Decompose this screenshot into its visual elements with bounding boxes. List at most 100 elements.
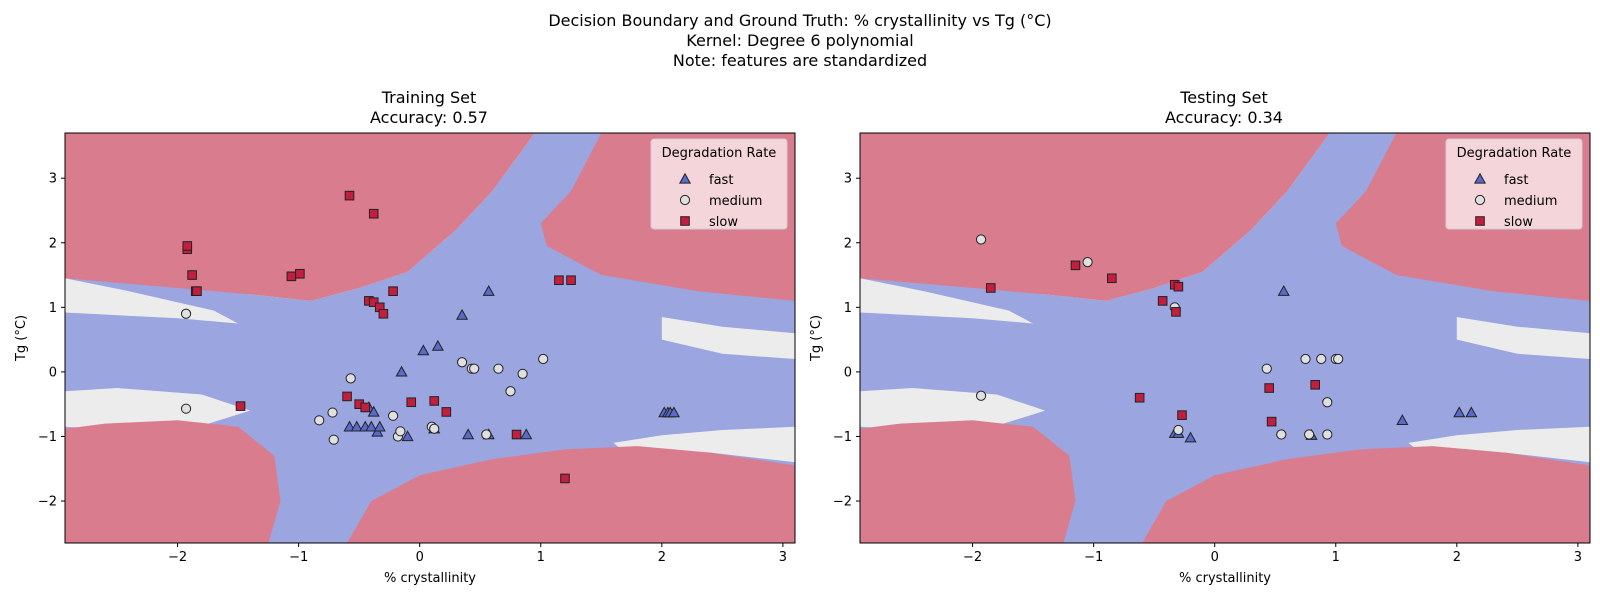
legend-medium-marker (1474, 194, 1486, 206)
training-x-axis-label: % crystallinity (384, 571, 476, 586)
y-tick-label: 3 (844, 172, 852, 187)
point-slow (286, 271, 297, 282)
testing-x-axis-label: % crystallinity (1179, 571, 1271, 586)
point-fast (1277, 284, 1290, 296)
region-slow-top-left (860, 133, 1330, 301)
y-tick-label: −2 (38, 495, 57, 510)
point-medium (387, 410, 399, 421)
region-medium-right-lower (613, 426, 795, 463)
point-medium (469, 363, 480, 374)
legend-box (650, 138, 788, 230)
y-tick-label: 2 (844, 236, 852, 251)
testing-panel: Testing Set Accuracy: 0.34 −2 −1 0 1 2 3 −2 −1 0… (809, 88, 1591, 586)
point-fast (395, 365, 408, 377)
point-slow (1173, 281, 1184, 292)
training-accuracy: Accuracy: 0.57 (370, 108, 488, 127)
point-medium (1300, 353, 1311, 365)
point-medium (1082, 257, 1093, 268)
point-fast (343, 420, 356, 432)
y-tick-label: −2 (833, 495, 852, 510)
point-medium (429, 423, 440, 434)
point-slow (388, 286, 398, 296)
region-medium-left-upper (860, 278, 1034, 324)
point-medium (314, 415, 325, 426)
region-medium-right-upper (661, 317, 795, 359)
point-slow (1171, 307, 1181, 317)
legend-slow-label: slow (709, 215, 738, 230)
point-fast (1396, 414, 1409, 425)
x-tick-label: 2 (658, 550, 666, 565)
testing-accuracy: Accuracy: 0.34 (1165, 108, 1283, 127)
point-slow (368, 297, 379, 307)
x-tick-label: −1 (1084, 550, 1103, 565)
point-slow (295, 268, 305, 279)
point-medium (1173, 424, 1184, 436)
region-slow-bottom-right (347, 446, 795, 543)
point-medium (505, 386, 516, 397)
x-tick-label: 0 (416, 550, 424, 565)
point-slow (378, 308, 389, 319)
training-panel: Training Set Accuracy: 0.57 −2 −1 0 1 2 3 −2 −1… (14, 88, 796, 586)
point-slow (554, 275, 564, 286)
point-fast (1465, 406, 1478, 418)
point-fast (373, 420, 386, 432)
legend-slow-marker (1475, 216, 1485, 226)
region-slow-bottom-left (860, 420, 1076, 543)
point-slow (1157, 296, 1168, 306)
point-fast (520, 428, 533, 440)
legend-fast-label: fast (1504, 173, 1528, 188)
testing-legend: Degradation Rate fast medium slow (1445, 138, 1583, 230)
training-ticks: −2 −1 0 1 2 3 −2 −1 0 1 2 3 (38, 172, 787, 565)
point-medium (1333, 353, 1344, 365)
point-medium (328, 434, 339, 445)
point-medium (327, 407, 338, 418)
point-slow (192, 286, 202, 296)
point-slow (511, 429, 522, 440)
legend-slow-label: slow (1504, 215, 1533, 230)
point-medium (1322, 397, 1333, 408)
y-tick-label: −1 (38, 430, 57, 445)
x-tick-label: 0 (1211, 550, 1219, 565)
testing-ticks: −2 −1 0 1 2 3 −2 −1 0 1 2 3 (833, 172, 1582, 565)
point-slow (1310, 380, 1320, 390)
x-tick-label: 2 (1453, 550, 1461, 565)
point-medium (1304, 429, 1315, 440)
region-medium-left-lower (65, 388, 251, 434)
point-fast (1184, 431, 1197, 443)
point-slow (1266, 416, 1277, 427)
point-slow (187, 270, 197, 280)
legend-title: Degradation Rate (1457, 146, 1572, 161)
point-fast (401, 430, 414, 442)
legend-box (1445, 138, 1583, 230)
point-slow (560, 473, 570, 484)
x-tick-label: 3 (779, 550, 787, 565)
point-medium (395, 426, 406, 437)
legend-medium-label: medium (1504, 194, 1557, 209)
legend-medium-label: medium (709, 194, 762, 209)
training-title: Training Set (381, 88, 477, 107)
region-slow-top-left (65, 133, 535, 301)
point-medium (493, 363, 504, 374)
point-fast (456, 308, 469, 320)
point-medium (180, 308, 192, 319)
legend-fast-label: fast (709, 173, 733, 188)
point-slow (342, 391, 352, 402)
figure-title-line-1: Decision Boundary and Ground Truth: % cr… (548, 11, 1051, 30)
y-tick-label: 1 (49, 301, 57, 316)
point-fast (350, 420, 363, 432)
region-slow-bottom-right (1142, 446, 1590, 543)
y-tick-label: 1 (844, 301, 852, 316)
x-tick-label: 1 (537, 550, 545, 565)
point-medium (345, 373, 356, 384)
y-tick-label: 3 (49, 172, 57, 187)
legend-fast-marker (678, 172, 692, 184)
point-medium (1316, 353, 1327, 365)
figure-title-line-3: Note: features are standardized (673, 51, 927, 70)
point-fast (417, 344, 430, 356)
point-medium (975, 390, 987, 401)
region-medium-right-upper (1456, 317, 1590, 359)
point-slow (1264, 383, 1274, 393)
point-slow (1107, 273, 1117, 284)
testing-plot-frame (859, 132, 1591, 544)
